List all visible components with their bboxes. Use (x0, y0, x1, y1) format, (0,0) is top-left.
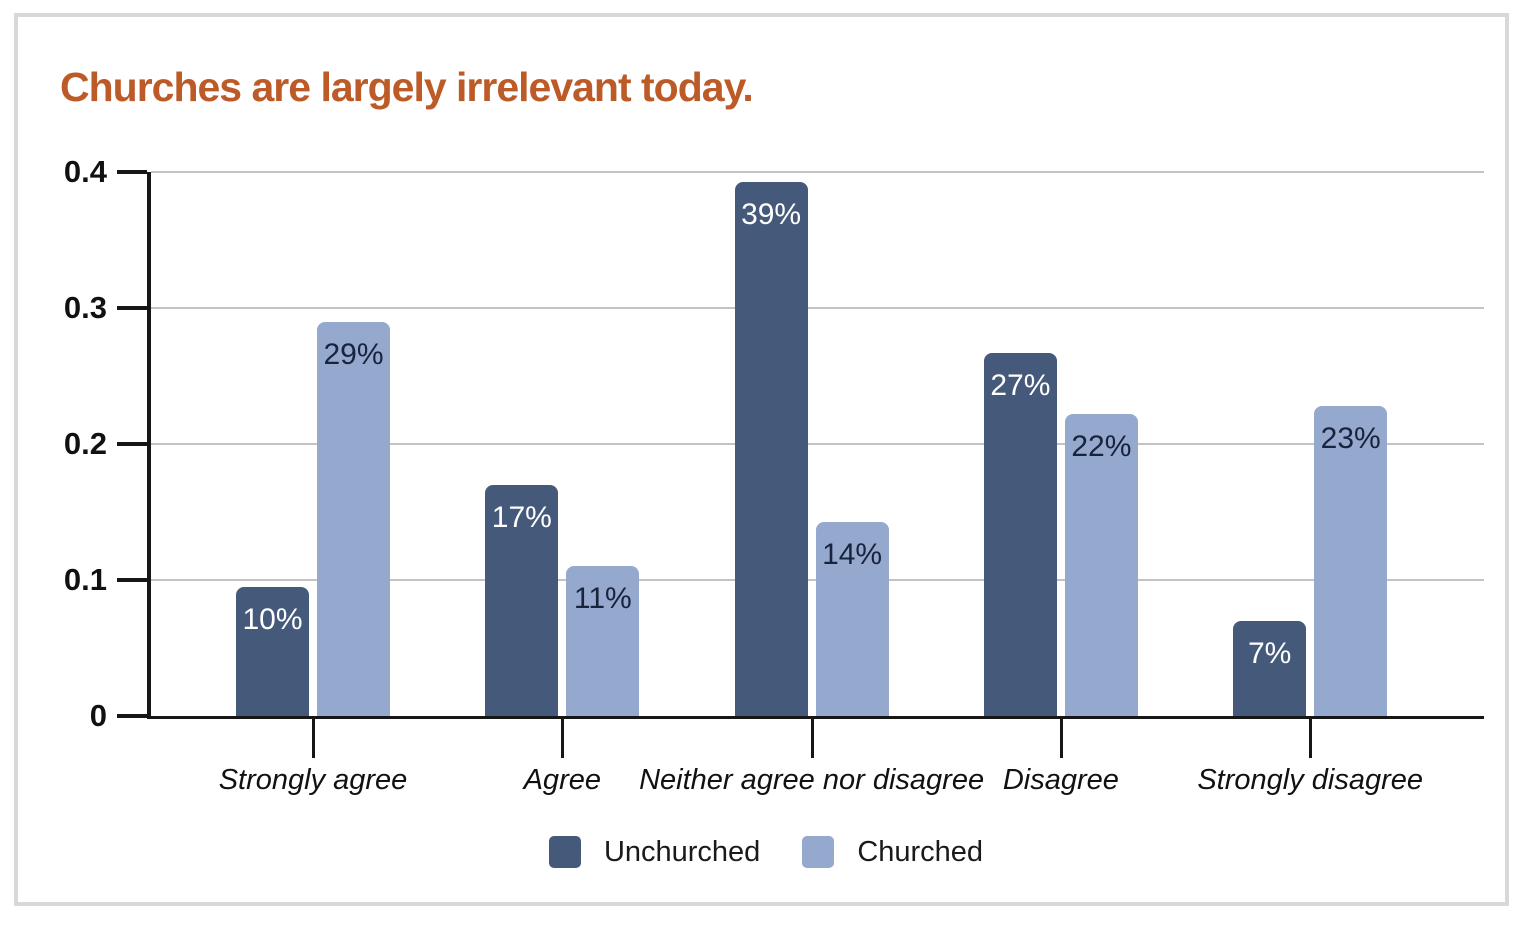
bar-unchurched: 17% (485, 485, 559, 716)
legend-item-unchurched: Unchurched (548, 836, 761, 868)
plot-area: 0.4 0.3 0.2 0.1 0 10% 29% Strongly agree 17% 11% A… (64, 155, 1484, 796)
bar-value-label: 23% (1320, 422, 1381, 455)
bar-value-label: 14% (822, 538, 883, 571)
legend-item-churched: Churched (802, 836, 983, 868)
x-axis-tick (1059, 719, 1063, 758)
y-axis-tick (117, 442, 147, 446)
x-axis-tick (312, 719, 315, 758)
bar-unchurched: 10% (236, 587, 309, 716)
y-axis-tick-label: 0 (89, 698, 107, 733)
churched-swatch (802, 836, 835, 868)
legend-label: Churched (857, 836, 984, 868)
x-axis-tick (1309, 719, 1313, 758)
legend-label: Unchurched (603, 836, 761, 868)
bar-unchurched: 39% (734, 182, 808, 716)
bar-value-label: 11% (573, 582, 632, 615)
y-axis-tick (117, 170, 147, 174)
x-axis-label: Strongly agree (218, 764, 408, 796)
chart-title: Churches are largely irrelevant today. (60, 64, 754, 110)
x-axis-label: Strongly disagree (1197, 764, 1424, 796)
bar-unchurched: 27% (983, 353, 1057, 716)
y-axis-tick-label: 0.1 (63, 562, 107, 597)
bar-value-label: 39% (741, 198, 802, 231)
bar-value-label: 29% (323, 338, 384, 371)
y-axis-tick-label: 0.3 (63, 290, 107, 325)
y-axis-tick-label: 0.4 (63, 154, 107, 189)
y-axis-tick (117, 714, 147, 718)
x-axis-tick (810, 719, 814, 758)
bar-value-label: 17% (491, 501, 552, 534)
bar-churched: 29% (317, 322, 390, 716)
gridline (151, 307, 1484, 309)
gridline (151, 171, 1484, 173)
gridline (151, 443, 1484, 445)
bar-value-label: 10% (242, 603, 303, 636)
bar-churched: 14% (815, 522, 889, 716)
bar-value-label: 22% (1071, 430, 1132, 463)
x-axis-label: Agree (523, 764, 601, 796)
unchurched-swatch (548, 836, 581, 868)
x-axis-label: Disagree (1002, 764, 1119, 796)
bar-value-label: 7% (1248, 637, 1292, 670)
y-axis-tick-label: 0.2 (63, 426, 107, 461)
bar-value-label: 27% (990, 369, 1051, 402)
y-axis-tick (117, 578, 147, 582)
bar-churched: 23% (1314, 406, 1388, 716)
bar-churched: 11% (566, 566, 640, 716)
bar-churched: 22% (1064, 414, 1138, 716)
bar-unchurched: 7% (1233, 621, 1307, 716)
chart-legend: Unchurched Churched (0, 836, 1532, 868)
x-axis-tick (561, 719, 565, 758)
y-axis-tick (117, 306, 147, 310)
x-axis-label: Neither agree nor disagree (639, 764, 985, 796)
